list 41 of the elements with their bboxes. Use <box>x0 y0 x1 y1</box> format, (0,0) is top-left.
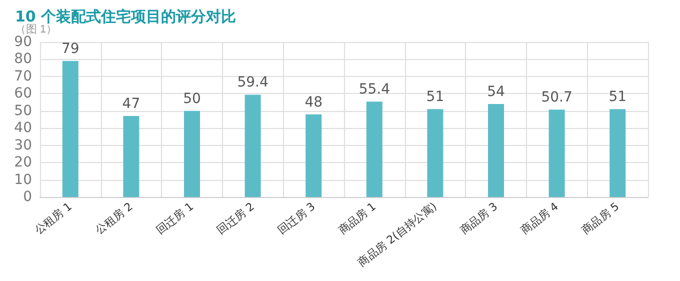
chart-title: 10 个装配式住宅项目的评分对比 <box>15 8 236 26</box>
bar <box>62 60 78 197</box>
x-tick-label: 公租房 2 <box>92 200 136 237</box>
y-tick-label: 30 <box>14 137 32 154</box>
y-tick-label: 50 <box>14 102 32 119</box>
data-label: 51 <box>608 89 627 106</box>
y-tick-label: 20 <box>14 154 32 171</box>
x-tick-label: 回迁房 1 <box>154 200 196 237</box>
x-tick-label: 商品房 3 <box>458 200 500 237</box>
bar <box>184 110 200 197</box>
bar <box>366 102 382 197</box>
x-tick-label: 回迁房 3 <box>275 200 318 237</box>
y-tick-label: 60 <box>14 86 32 102</box>
bar <box>548 110 565 197</box>
data-label: 79 <box>61 40 80 57</box>
y-tick-label: 40 <box>14 120 32 136</box>
y-tick-label: 70 <box>14 68 32 84</box>
y-tick-label: 90 <box>14 34 32 50</box>
data-label: 59.4 <box>237 74 268 91</box>
y-tick-label: 10 <box>14 172 32 188</box>
data-label: 51 <box>426 89 444 106</box>
x-tick-label: 回迁房 2 <box>214 200 257 237</box>
bar <box>244 94 261 197</box>
bar <box>488 104 504 197</box>
x-tick-label: 商品房 1 <box>336 200 378 237</box>
data-label: 50 <box>183 90 201 107</box>
bar <box>123 116 140 197</box>
bar <box>427 109 444 197</box>
data-label: 50.7 <box>541 90 572 106</box>
x-tick-label: 公租房 1 <box>32 200 74 237</box>
y-tick-label: 80 <box>14 51 32 68</box>
data-label: 54 <box>487 84 505 100</box>
x-tick-label: 商品房 4 <box>518 200 561 237</box>
bar <box>610 109 626 197</box>
data-label: 47 <box>122 96 140 112</box>
x-tick-label: 商品房 5 <box>579 200 622 237</box>
chart-subtitle: （图 1） <box>15 24 58 36</box>
bar <box>306 114 322 197</box>
y-tick-label: 0 <box>23 189 32 205</box>
data-label: 55.4 <box>358 82 390 98</box>
data-label: 48 <box>304 94 323 110</box>
